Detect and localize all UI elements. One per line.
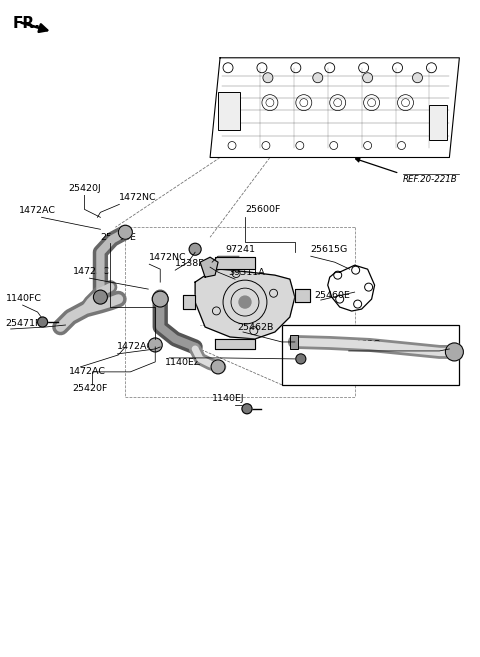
Text: 25460E: 25460E (315, 290, 351, 300)
Text: 1140EJ: 1140EJ (212, 394, 244, 403)
Circle shape (412, 73, 422, 83)
Text: 1140FC: 1140FC (6, 294, 42, 303)
Circle shape (119, 225, 132, 239)
Circle shape (445, 343, 463, 361)
Bar (282, 325, 459, 385)
Circle shape (296, 354, 306, 364)
Text: 1472AC: 1472AC (117, 342, 155, 351)
Circle shape (263, 73, 273, 83)
Polygon shape (200, 257, 218, 277)
Bar (430, 104, 447, 139)
Text: 39311A: 39311A (228, 267, 265, 277)
Text: 25463G: 25463G (344, 340, 381, 350)
Text: 25471R: 25471R (6, 319, 42, 328)
Polygon shape (295, 289, 310, 302)
Circle shape (211, 360, 225, 374)
Bar (290, 335, 298, 349)
Text: 25420J: 25420J (68, 184, 101, 193)
Circle shape (152, 291, 168, 307)
Text: REF.20-221B: REF.20-221B (403, 175, 457, 185)
Polygon shape (215, 257, 255, 269)
Text: 1472AC: 1472AC (69, 367, 106, 376)
Text: 1140EZ: 1140EZ (165, 359, 202, 367)
Polygon shape (210, 58, 459, 158)
Polygon shape (183, 295, 195, 309)
Text: 1472NC: 1472NC (149, 253, 187, 261)
Polygon shape (328, 265, 374, 311)
Circle shape (313, 73, 323, 83)
Bar (218, 92, 240, 129)
Circle shape (148, 338, 162, 352)
Text: 25420F: 25420F (72, 384, 108, 394)
Circle shape (94, 290, 108, 304)
Circle shape (189, 243, 201, 255)
Circle shape (37, 317, 48, 327)
Text: 97241: 97241 (225, 244, 255, 254)
Text: 25462B: 25462B (237, 323, 274, 332)
Polygon shape (195, 269, 295, 339)
Text: 25420E: 25420E (100, 233, 136, 242)
Text: 1472NC: 1472NC (120, 193, 157, 202)
Circle shape (242, 404, 252, 414)
Text: 1472AC: 1472AC (72, 267, 109, 276)
Text: 25600F: 25600F (245, 205, 280, 214)
Polygon shape (215, 339, 255, 349)
Text: 25615G: 25615G (311, 244, 348, 254)
Text: 1338BA: 1338BA (175, 259, 212, 267)
Text: FR.: FR. (12, 16, 41, 31)
Circle shape (363, 73, 372, 83)
Text: 1472AC: 1472AC (19, 206, 56, 215)
Circle shape (239, 296, 251, 308)
